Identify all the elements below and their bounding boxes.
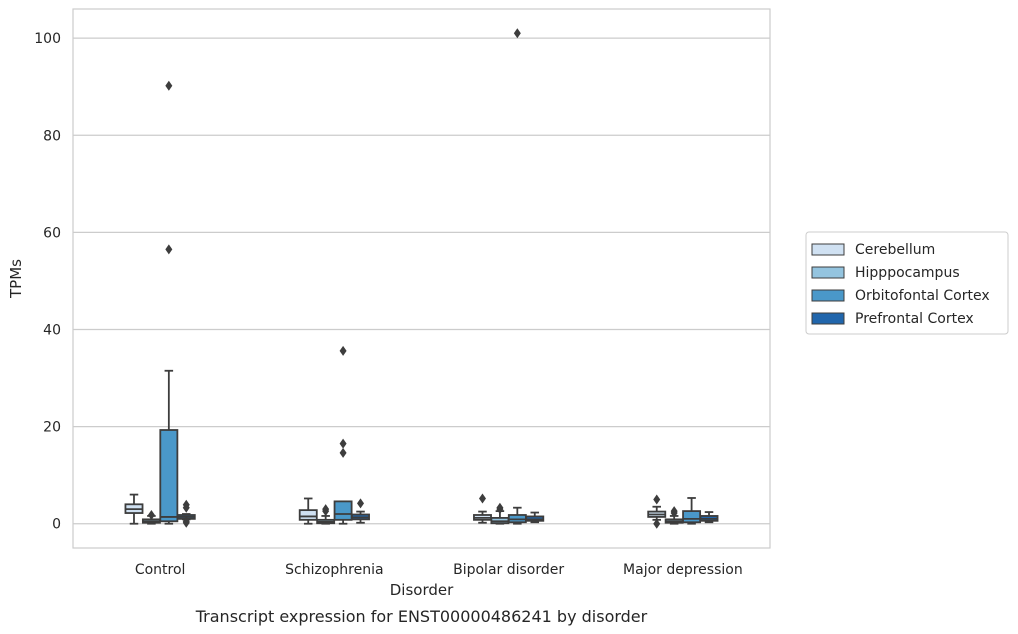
outlier-point — [478, 493, 486, 504]
outlier-point — [357, 498, 365, 509]
outlier-point — [147, 509, 155, 520]
outlier-point — [165, 244, 173, 255]
outlier-point — [513, 28, 521, 39]
outlier-point — [322, 504, 330, 515]
plot-area-frame — [72, 8, 771, 549]
box-cerebellum — [647, 494, 667, 529]
box-orbitofontal-cortex — [333, 345, 353, 525]
box-hipppocampus — [490, 502, 510, 525]
chart-caption: Transcript expression for ENST0000048624… — [195, 607, 648, 626]
box-iqr — [682, 510, 702, 524]
box-prefrontal-cortex — [699, 511, 719, 524]
y-tick-label: 100 — [34, 31, 61, 47]
legend-label: Cerebellum — [855, 242, 935, 258]
outlier-point — [182, 502, 190, 513]
outlier-point — [339, 345, 347, 356]
x-tick-labels: Control Schizophrenia Bipolar disorder Majo… — [135, 562, 743, 578]
legend-item: Orbitofontal Cortex — [811, 288, 990, 304]
box-iqr — [333, 500, 353, 521]
box-hipppocampus — [141, 509, 161, 525]
legend-swatch — [811, 243, 845, 256]
y-tick-label: 20 — [43, 420, 61, 436]
legend-swatch — [811, 289, 845, 302]
box-cerebellum — [298, 497, 318, 525]
outlier-point — [653, 494, 661, 505]
box-iqr — [159, 429, 179, 523]
legend-swatch — [811, 266, 845, 279]
legend-label: Hipppocampus — [855, 265, 960, 281]
y-tick-label: 80 — [43, 128, 61, 144]
box-hipppocampus — [664, 506, 684, 525]
y-tick-label: 0 — [52, 517, 61, 533]
x-tick-label: Schizophrenia — [285, 562, 383, 578]
box-cerebellum — [124, 493, 144, 525]
x-tick-label: Major depression — [623, 562, 743, 578]
legend-item: Prefrontal Cortex — [811, 311, 974, 327]
y-tick-label: 60 — [43, 225, 61, 241]
outlier-point — [670, 508, 678, 519]
outlier-point — [182, 517, 190, 528]
box-prefrontal-cortex — [525, 511, 545, 524]
legend-label: Prefrontal Cortex — [855, 311, 974, 327]
box-orbitofontal-cortex — [682, 497, 702, 525]
box-prefrontal-cortex — [351, 498, 370, 524]
boxes — [124, 28, 719, 529]
box-orbitofontal-cortex — [507, 28, 527, 525]
x-axis-title: Disorder — [390, 581, 454, 599]
outlier-point — [496, 504, 504, 515]
box-prefrontal-cortex — [176, 499, 196, 528]
legend: Cerebellum Hipppocampus Orbitofontal Corte… — [805, 231, 1009, 335]
box-cerebellum — [473, 493, 492, 524]
legend-item: Cerebellum — [811, 242, 935, 258]
legend-label: Orbitofontal Cortex — [855, 288, 990, 304]
box-iqr — [298, 509, 318, 521]
outlier-point — [339, 438, 347, 449]
y-tick-label: 40 — [43, 322, 61, 338]
x-tick-label: Control — [135, 562, 186, 578]
outlier-point — [339, 447, 347, 458]
legend-frame — [805, 231, 1009, 335]
outlier-point — [165, 80, 173, 91]
legend-item: Hipppocampus — [811, 265, 960, 281]
x-tick-label: Bipolar disorder — [453, 562, 564, 578]
outlier-point — [653, 518, 661, 529]
box-hipppocampus — [316, 504, 336, 525]
y-axis-title: TPMs — [7, 259, 25, 299]
box-orbitofontal-cortex — [159, 80, 179, 525]
legend-swatch — [811, 312, 845, 325]
y-tick-labels: 0 20 40 60 80 100 — [34, 31, 61, 533]
